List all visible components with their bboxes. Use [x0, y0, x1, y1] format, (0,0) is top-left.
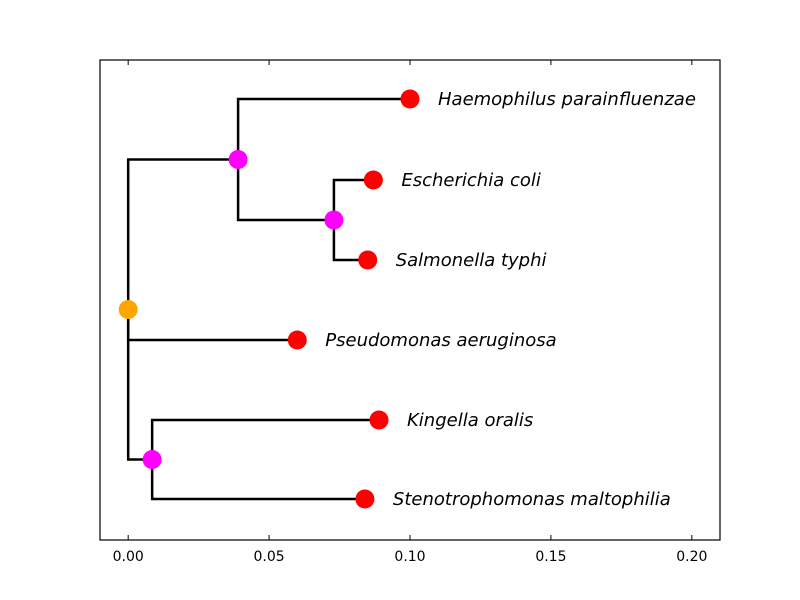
x-axis-ticks: 0.00 0.05 0.10 0.15 0.20	[113, 60, 707, 565]
x-tick-label: 0.15	[535, 549, 566, 565]
taxon-label-stenotrophomonas: Stenotrophomonas maltophilia	[393, 489, 671, 510]
leaf-node-kingella	[369, 410, 389, 430]
nodes-layer	[118, 89, 420, 509]
leaf-node-salmonella	[358, 250, 378, 270]
taxon-labels-layer: Haemophilus parainfluenzae Escherichia co…	[325, 89, 696, 510]
x-tick-label: 0.00	[113, 549, 144, 565]
leaf-node-stenotrophomonas	[355, 489, 375, 509]
branch-n3	[126, 308, 154, 461]
taxon-label-ecoli: Escherichia coli	[401, 170, 541, 191]
plot-frame	[99, 59, 721, 541]
branch-ecoli	[332, 178, 375, 222]
branch-stenotrophomonas	[150, 458, 367, 501]
branch-pseudomonas	[126, 308, 299, 342]
root-node-root	[118, 300, 138, 319]
internal-node-n3	[142, 450, 162, 469]
leaf-node-haemophilus	[400, 89, 420, 109]
branches-layer	[126, 97, 412, 501]
internal-node-n1	[228, 150, 248, 169]
taxon-label-kingella: Kingella oralis	[407, 410, 533, 431]
leaf-node-ecoli	[363, 170, 383, 190]
branch-n2	[236, 158, 336, 222]
taxon-label-haemophilus: Haemophilus parainfluenzae	[438, 89, 696, 110]
taxon-label-pseudomonas: Pseudomonas aeruginosa	[325, 330, 556, 351]
x-tick-label: 0.10	[394, 549, 425, 565]
internal-node-n2	[324, 210, 344, 230]
x-tick-label: 0.20	[676, 549, 707, 565]
branch-n1	[126, 158, 240, 311]
leaf-node-pseudomonas	[287, 330, 307, 350]
x-tick-label: 0.05	[254, 549, 285, 565]
branch-salmonella	[332, 218, 369, 262]
branch-kingella	[150, 418, 381, 461]
branch-haemophilus	[236, 97, 412, 161]
taxon-label-salmonella: Salmonella typhi	[396, 250, 547, 271]
